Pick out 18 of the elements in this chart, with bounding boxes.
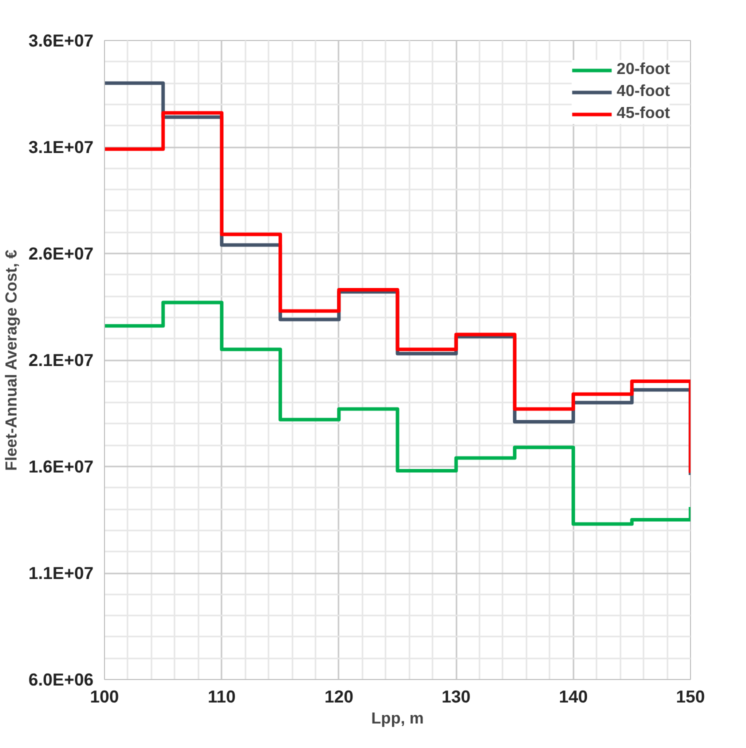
legend-label: 40-foot [616, 83, 670, 101]
x-tick-label: 150 [676, 686, 705, 706]
legend-label: 20-foot [616, 61, 670, 79]
x-tick-label: 100 [90, 686, 119, 706]
x-tick-label: 120 [324, 686, 354, 706]
legend-label: 45-foot [616, 105, 670, 123]
y-tick-label: 2.1E+07 [28, 350, 94, 370]
x-tick-label: 110 [208, 686, 236, 706]
x-tick-label: 140 [558, 686, 588, 706]
y-tick-label: 2.6E+07 [28, 244, 94, 264]
y-tick-label: 6.0E+06 [28, 670, 94, 690]
y-tick-label: 1.6E+07 [28, 456, 94, 476]
y-tick-label: 3.6E+07 [28, 30, 94, 50]
y-tick-label: 1.1E+07 [28, 563, 94, 583]
y-axis-title: Fleet-Annual Average Cost, € [3, 250, 20, 471]
y-tick-label: 3.1E+07 [28, 137, 94, 157]
x-axis-title: Lpp, m [371, 710, 424, 728]
x-tick-label: 130 [442, 686, 471, 706]
